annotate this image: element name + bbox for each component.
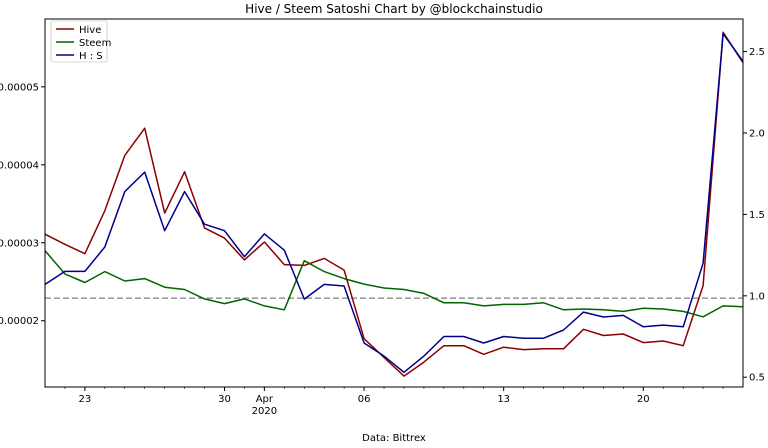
plot-area bbox=[44, 31, 744, 377]
chart-title: Hive / Steem Satoshi Chart by @blockchai… bbox=[245, 2, 543, 16]
x-axis-label: Data: Bittrex bbox=[362, 433, 426, 444]
axes: 0.00002 0.00003 0.00004 0.00005 0.5 1.0 1.5 2.0… bbox=[0, 47, 765, 417]
left-axis-tick-label: 0.00002 bbox=[0, 316, 39, 327]
x-axis-tick-label: 2020 bbox=[252, 406, 277, 417]
legend-label-hs: H : S bbox=[79, 51, 103, 62]
left-axis-tick-label: 0.00003 bbox=[0, 238, 39, 249]
series-line-h-s bbox=[44, 32, 744, 374]
left-axis-tick-label: 0.00005 bbox=[0, 82, 39, 93]
series-line-steem bbox=[44, 250, 744, 318]
right-axis-tick-label: 2.0 bbox=[749, 128, 765, 139]
right-axis-tick-label: 0.5 bbox=[749, 373, 765, 384]
x-axis-tick-label: 30 bbox=[218, 394, 231, 405]
x-axis-tick-label: 13 bbox=[497, 394, 510, 405]
series-line-hive bbox=[44, 31, 744, 377]
left-axis-tick-label: 0.00004 bbox=[0, 160, 39, 171]
right-axis-tick-label: 2.5 bbox=[749, 47, 765, 58]
x-axis-tick-label: Apr bbox=[256, 394, 274, 405]
legend-box bbox=[50, 20, 108, 63]
plot-frame bbox=[44, 18, 744, 388]
x-axis-tick-label: 06 bbox=[358, 394, 371, 405]
legend-label-steem: Steem bbox=[79, 38, 111, 49]
legend-label-hive: Hive bbox=[79, 25, 101, 36]
right-axis-tick-label: 1.5 bbox=[749, 210, 765, 221]
right-axis-tick-label: 1.0 bbox=[749, 291, 765, 302]
x-axis-tick-label: 23 bbox=[79, 394, 92, 405]
legend: Hive Steem H : S bbox=[50, 20, 111, 63]
x-axis-tick-label: 20 bbox=[637, 394, 650, 405]
